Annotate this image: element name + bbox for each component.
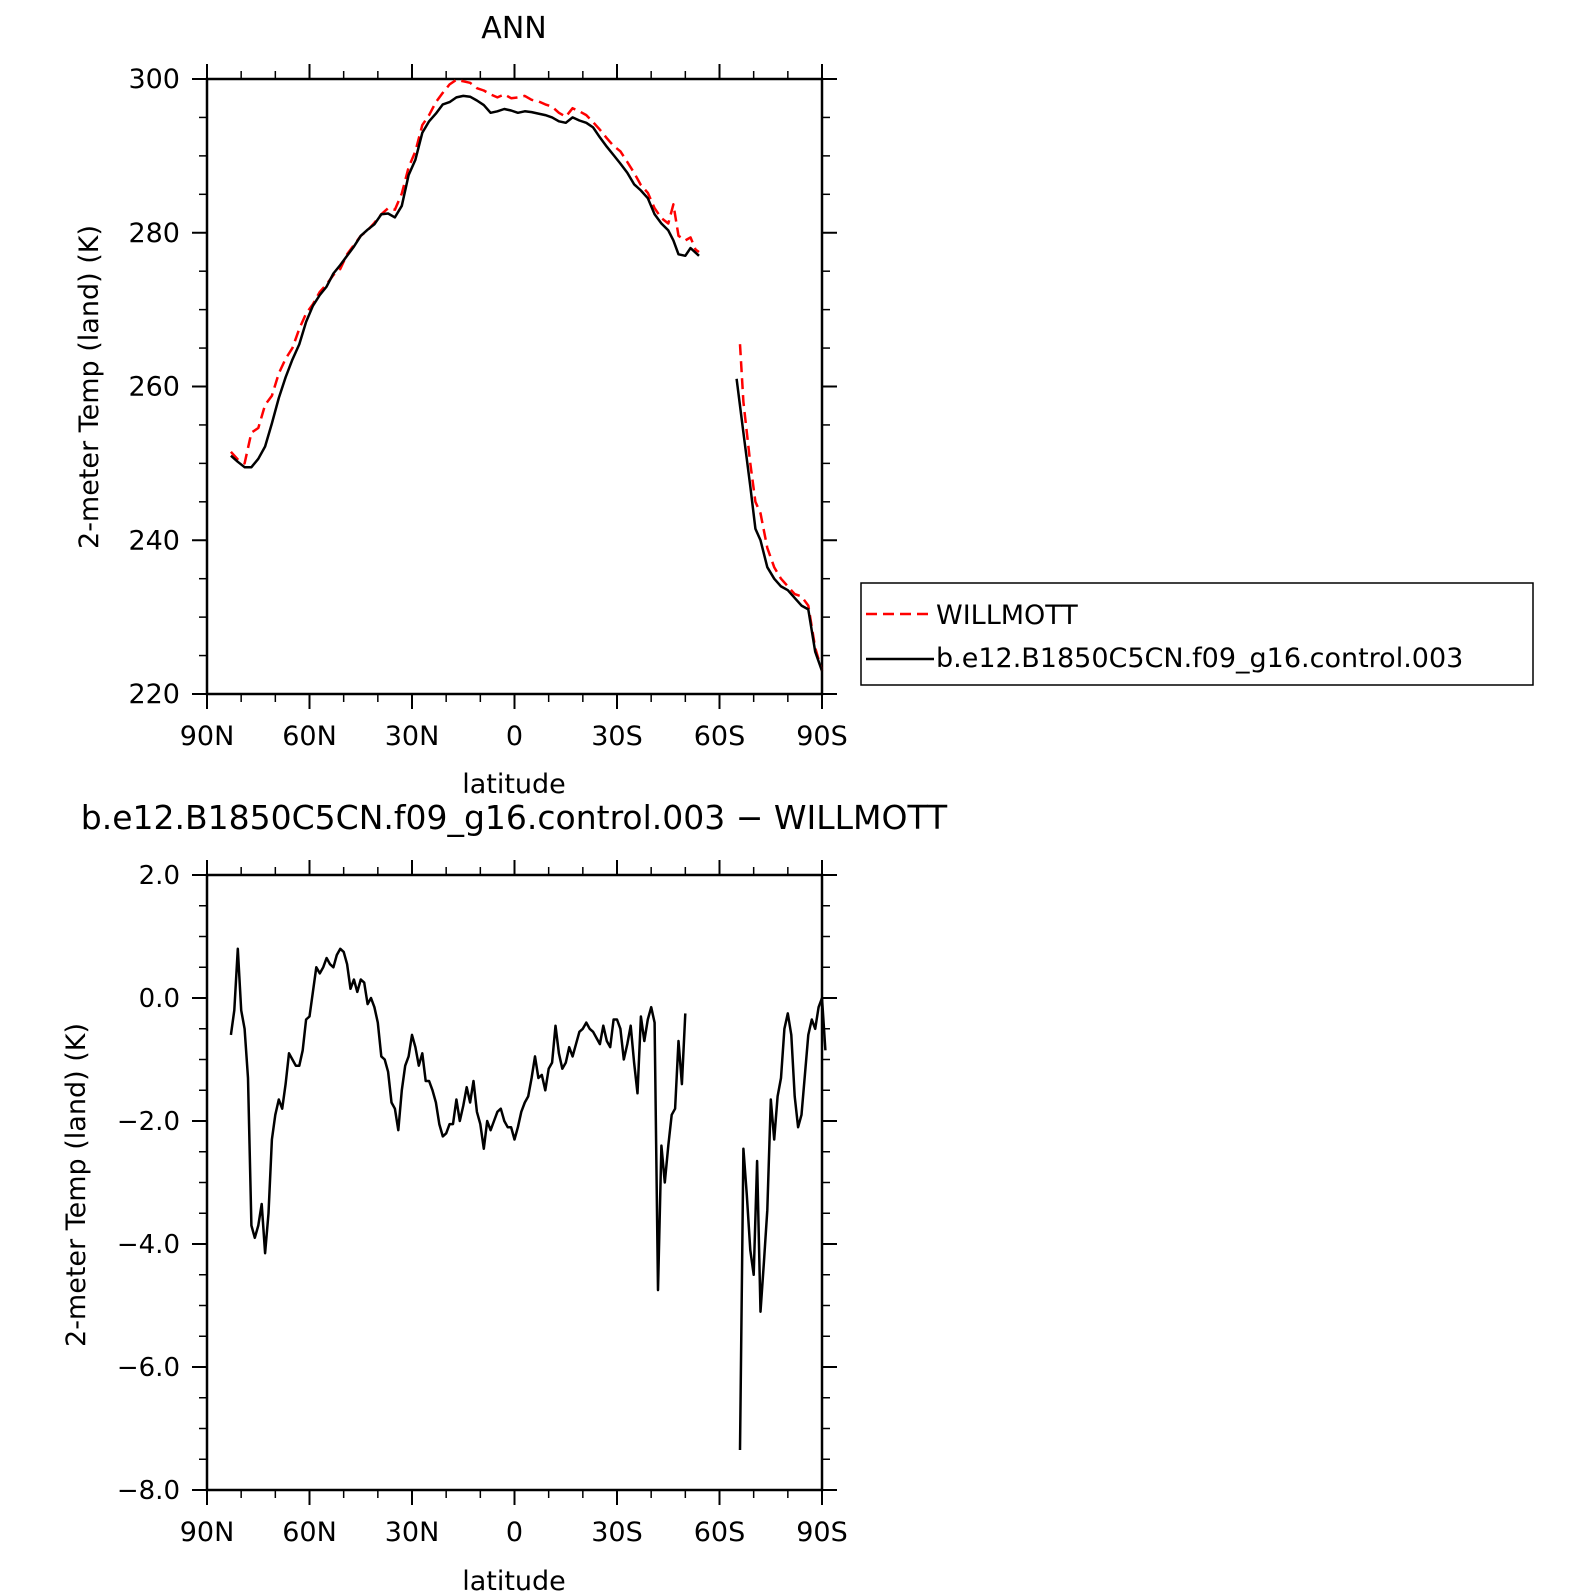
top-x-tick-label: 60S [694, 721, 746, 752]
top-y-tick-label: 280 [128, 218, 180, 249]
legend-box [860, 582, 1534, 686]
top-panel-annual-temperature: ANN 2-meter Temp (land) (K) latitude 90N… [74, 11, 848, 800]
top-series-1-line-segment-1 [735, 378, 824, 672]
top-x-tick-label: 30N [385, 721, 440, 752]
bottom-panel-series [229, 947, 827, 1451]
bottom-y-tick-label: −2.0 [117, 1107, 180, 1137]
top-y-tick-label: 260 [128, 372, 180, 403]
legend: WILLMOTT b.e12.B1850C5CN.f09_g16.control… [860, 582, 1534, 686]
bottom-panel-title: b.e12.B1850C5CN.f09_g16.control.003 − WI… [81, 798, 948, 837]
bottom-series-0-line-segment-0 [229, 947, 687, 1292]
top-x-tick-label: 90N [180, 721, 235, 752]
top-y-tick-label: 300 [128, 64, 180, 95]
bottom-x-tick-label: 90S [796, 1517, 848, 1548]
top-x-tick-label: 60N [282, 721, 337, 752]
bottom-plot-frame [205, 873, 824, 1492]
top-series-0-line-segment-1 [738, 344, 824, 672]
bottom-y-tick-label: −6.0 [117, 1353, 180, 1383]
top-series-0-line-segment-0 [229, 78, 700, 465]
bottom-x-tick-label: 0 [506, 1517, 523, 1548]
bottom-x-tick-label: 90N [180, 1517, 235, 1548]
top-series-1-line-segment-0 [230, 94, 700, 469]
top-x-tick-label: 30S [591, 721, 643, 752]
bottom-y-tick-label: 2.0 [139, 861, 180, 891]
bottom-panel-axes: 90N 60N 30N 0 30S 60S 90S −8.0 −6.0 −4.0 −2.0 0.0 2.… [117, 860, 848, 1548]
bottom-y-tick-label: 0.0 [139, 984, 180, 1014]
bottom-y-tick-label: −8.0 [117, 1476, 180, 1506]
top-panel-axes: 90N 60N 30N 0 30S 60S 90S 220 240 260 280 300 [128, 64, 848, 752]
top-x-tick-label: 90S [796, 721, 848, 752]
top-panel-series [229, 78, 824, 672]
top-panel-y-axis-label: 2-meter Temp (land) (K) [74, 225, 105, 549]
top-y-tick-label: 220 [128, 679, 180, 710]
bottom-x-tick-label: 60N [282, 1517, 337, 1548]
top-x-tick-label: 0 [506, 721, 523, 752]
bottom-panel-y-axis-label: 2-meter Temp (land) (K) [61, 1023, 92, 1347]
legend-label-willmott: WILLMOTT [936, 600, 1078, 631]
bottom-panel-difference: b.e12.B1850C5CN.f09_g16.control.003 − WI… [61, 798, 948, 1591]
top-panel-title: ANN [481, 11, 546, 46]
bottom-y-tick-label: −4.0 [117, 1230, 180, 1260]
bottom-x-tick-label: 30N [385, 1517, 440, 1548]
top-plot-frame [205, 77, 824, 696]
top-y-tick-label: 240 [128, 525, 180, 556]
top-panel-x-axis-label: latitude [462, 769, 566, 800]
bottom-x-tick-label: 60S [694, 1517, 746, 1548]
bottom-x-tick-label: 30S [591, 1517, 643, 1548]
bottom-panel-x-axis-label: latitude [462, 1566, 566, 1591]
legend-label-model: b.e12.B1850C5CN.f09_g16.control.003 [936, 643, 1463, 674]
bottom-series-0-line-segment-1 [738, 996, 827, 1451]
